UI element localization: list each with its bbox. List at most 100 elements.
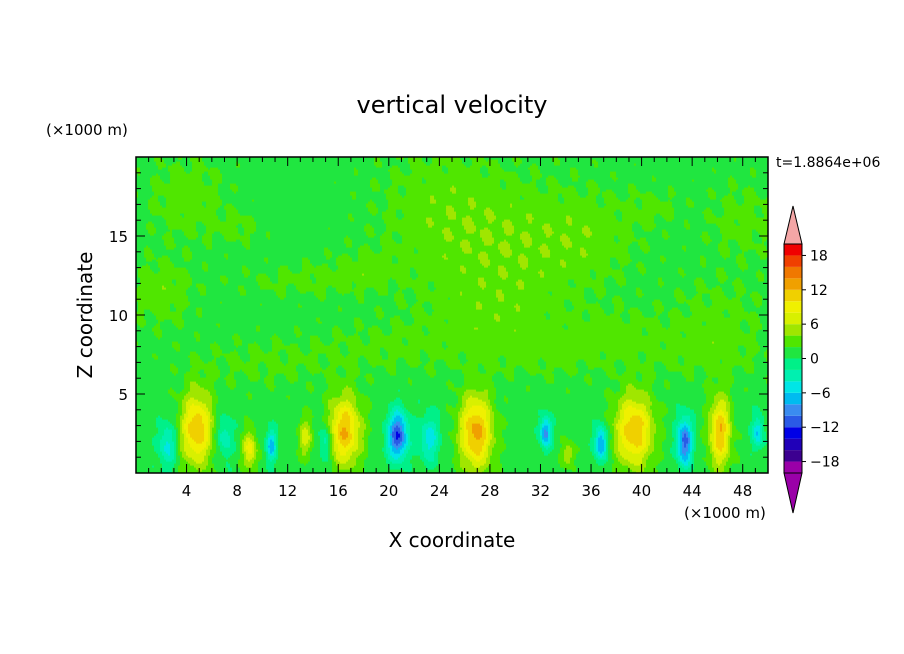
field-cell — [262, 449, 265, 452]
field-cell — [396, 433, 401, 436]
field-cell — [680, 461, 683, 464]
field-cell — [598, 437, 603, 440]
field-cell — [296, 367, 307, 370]
field-cell — [706, 321, 741, 324]
field-cell — [260, 371, 269, 374]
field-cell — [386, 429, 389, 432]
field-cell — [606, 427, 611, 430]
field-cell — [464, 445, 471, 448]
field-cell — [436, 425, 441, 428]
field-cell — [298, 345, 311, 348]
field-cell — [368, 445, 385, 448]
field-cell — [386, 435, 389, 438]
field-cell — [678, 437, 681, 440]
field-cell — [726, 437, 729, 440]
field-cell — [364, 445, 369, 448]
field-cell — [226, 379, 237, 382]
field-cell — [760, 319, 768, 322]
field-cell — [280, 355, 289, 358]
field-cell — [642, 379, 655, 382]
field-cell — [756, 439, 761, 442]
field-cell — [730, 391, 768, 394]
field-cell — [440, 417, 453, 420]
field-cell — [348, 385, 357, 388]
field-cell — [220, 325, 257, 328]
field-cell — [352, 453, 361, 456]
field-cell — [550, 317, 583, 320]
field-cell — [204, 439, 209, 442]
field-cell — [660, 313, 669, 316]
field-cell — [462, 413, 467, 416]
field-cell — [652, 385, 665, 388]
field-cell — [708, 443, 713, 446]
field-cell — [468, 437, 477, 440]
field-cell — [646, 445, 649, 448]
field-cell — [354, 433, 359, 436]
field-cell — [458, 431, 461, 434]
field-cell — [276, 449, 279, 452]
chart-title: vertical velocity — [357, 91, 548, 119]
field-cell — [302, 453, 307, 456]
field-cell — [712, 423, 715, 426]
field-cell — [458, 355, 467, 358]
field-cell — [184, 415, 189, 418]
field-cell — [540, 423, 543, 426]
field-cell — [524, 287, 585, 290]
field-cell — [638, 295, 643, 298]
field-cell — [176, 417, 181, 420]
field-cell — [620, 411, 625, 414]
field-cell — [618, 437, 623, 440]
field-cell — [438, 431, 441, 434]
field-cell — [136, 463, 163, 466]
field-cell — [552, 449, 561, 452]
field-cell — [618, 419, 623, 422]
field-cell — [614, 439, 619, 442]
field-cell — [462, 467, 487, 470]
field-cell — [686, 377, 695, 380]
field-cell — [646, 355, 679, 358]
field-cell — [618, 421, 623, 424]
field-cell — [354, 393, 365, 396]
field-cell — [692, 449, 697, 452]
field-cell — [702, 411, 709, 414]
field-cell — [356, 297, 365, 300]
field-cell — [240, 439, 243, 442]
field-cell — [296, 285, 329, 288]
field-cell — [692, 455, 695, 458]
field-cell — [364, 443, 369, 446]
field-cell — [314, 431, 319, 434]
field-cell — [468, 431, 473, 434]
field-cell — [676, 427, 679, 430]
field-cell — [736, 291, 747, 294]
field-cell — [754, 369, 768, 372]
field-cell — [398, 357, 405, 360]
field-cell — [176, 443, 179, 446]
field-cell — [490, 439, 497, 442]
field-cell — [544, 431, 549, 434]
field-cell — [200, 291, 207, 294]
field-cell — [570, 445, 579, 448]
field-cell — [552, 433, 555, 436]
field-cell — [216, 363, 229, 366]
field-cell — [370, 363, 397, 366]
field-cell — [274, 465, 333, 468]
field-cell — [434, 365, 449, 368]
field-cell — [682, 355, 743, 358]
field-cell — [662, 325, 671, 328]
field-cell — [424, 463, 439, 466]
field-cell — [246, 457, 253, 460]
field-cell — [748, 431, 753, 434]
field-cell — [622, 437, 627, 440]
field-cell — [274, 467, 333, 470]
field-cell — [178, 447, 181, 450]
field-cell — [174, 465, 179, 468]
field-cell — [182, 327, 257, 330]
field-cell — [696, 293, 703, 296]
field-cell — [652, 401, 665, 404]
field-cell — [272, 347, 301, 350]
field-cell — [328, 359, 359, 362]
field-cell — [740, 353, 747, 356]
field-cell — [214, 435, 219, 438]
field-cell — [278, 453, 297, 456]
field-cell — [274, 445, 277, 448]
